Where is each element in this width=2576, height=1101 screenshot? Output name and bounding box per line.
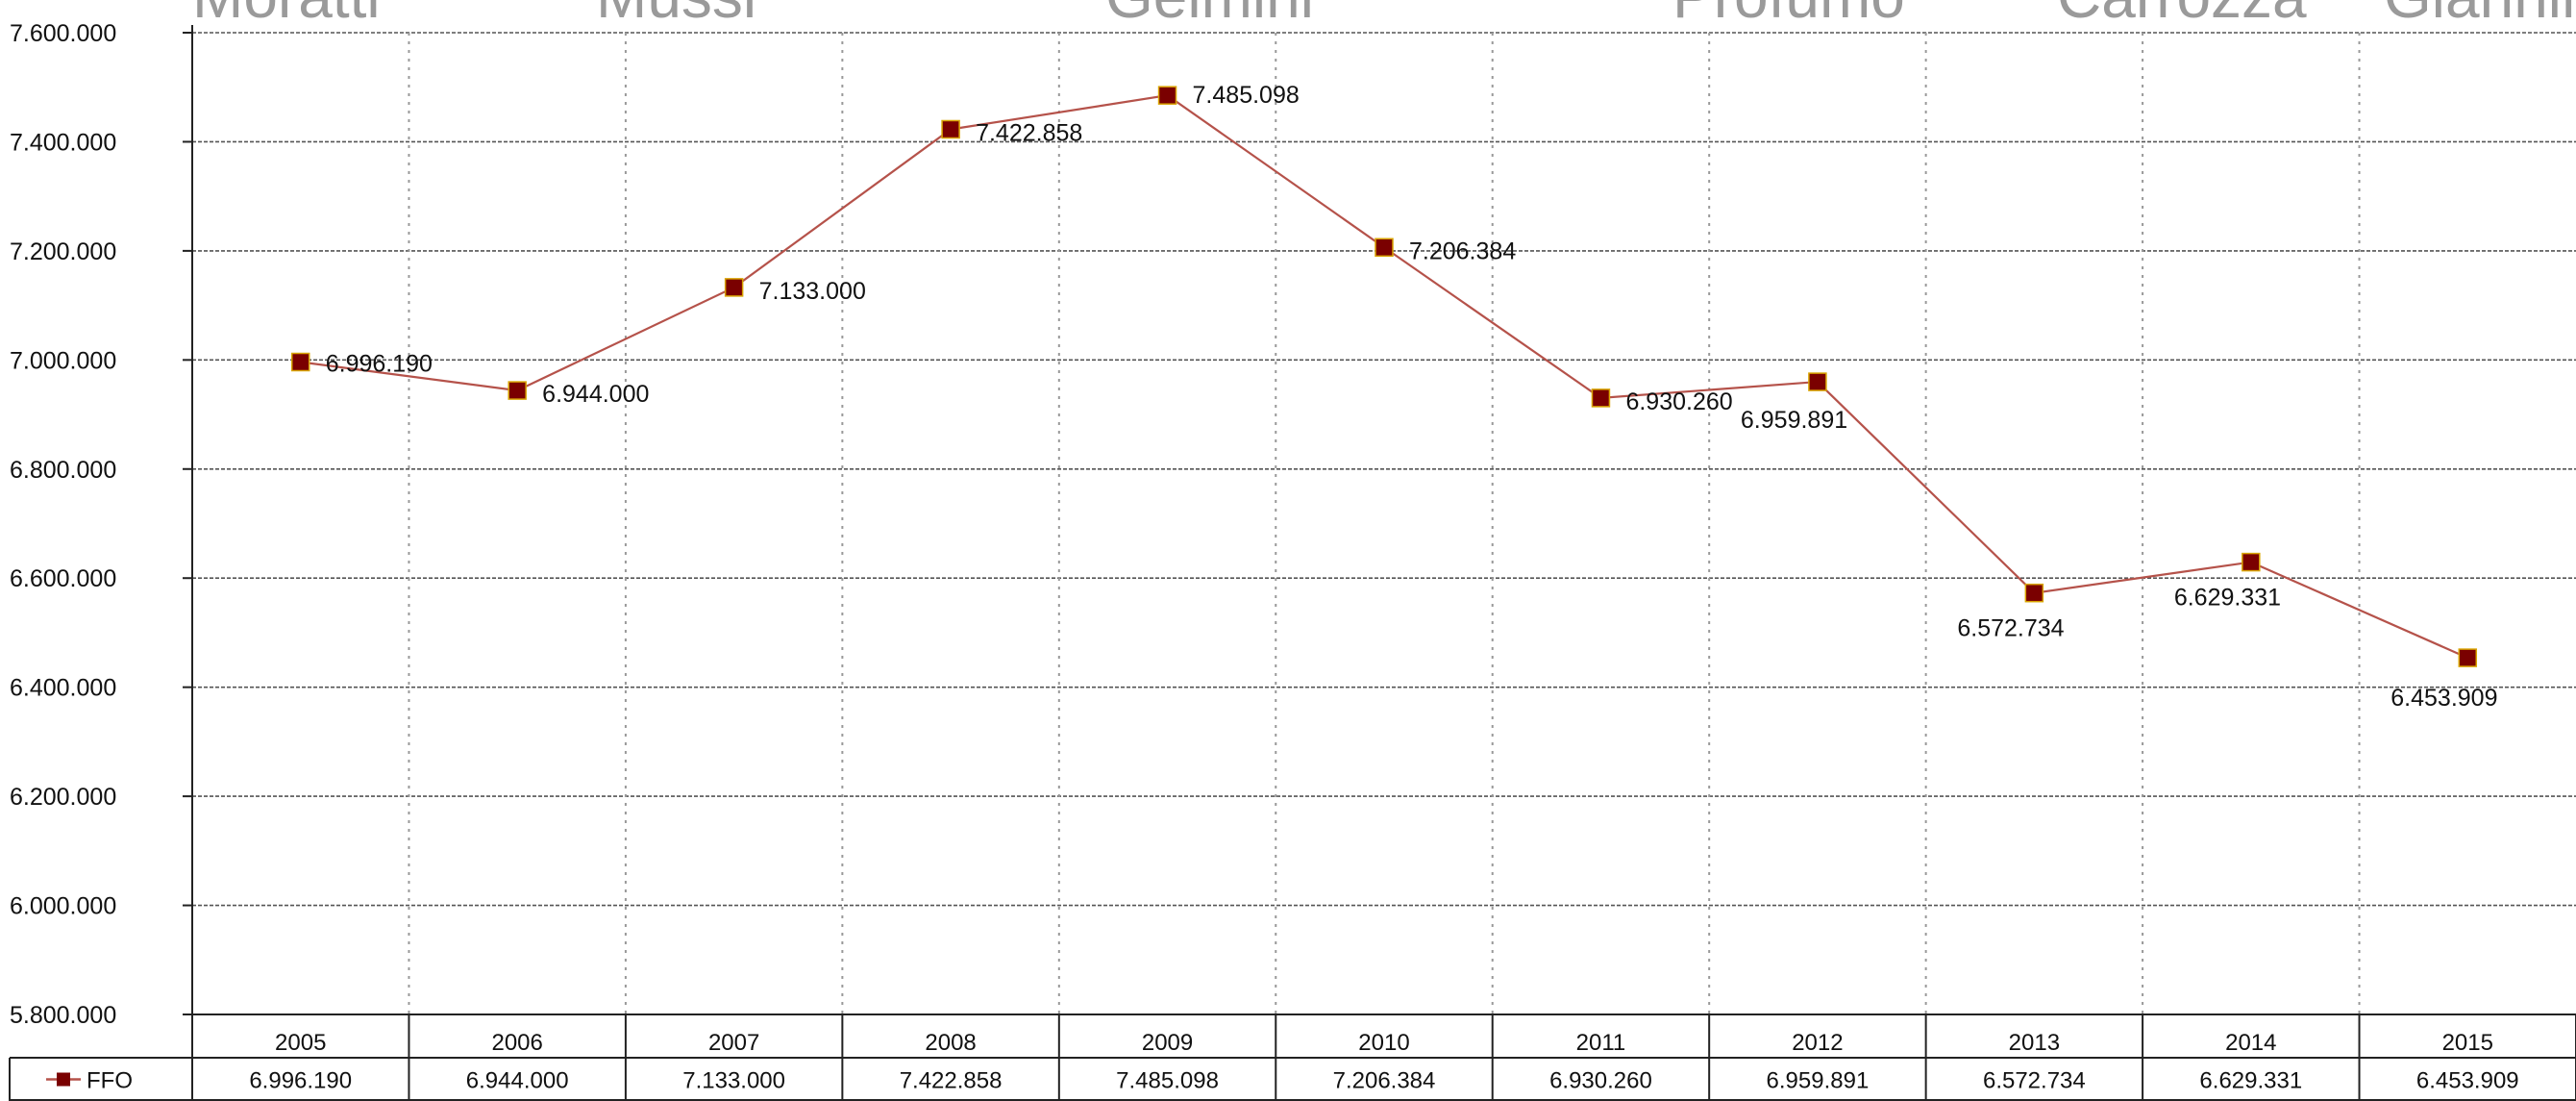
x-category-label: 2014 xyxy=(2225,1030,2276,1056)
data-point-marker xyxy=(1157,86,1177,105)
x-category-label: 2011 xyxy=(1576,1030,1626,1056)
data-label: 6.930.260 xyxy=(1625,388,1732,415)
data-point-marker xyxy=(2242,552,2261,572)
x-category-label: 2006 xyxy=(491,1030,542,1056)
x-category-label: 2015 xyxy=(2442,1030,2493,1056)
header-word: Giannini xyxy=(2384,0,2576,31)
table-value-cell: 7.485.098 xyxy=(1116,1068,1219,1094)
data-label: 7.206.384 xyxy=(1409,238,1516,264)
data-point-marker xyxy=(1591,388,1611,408)
table-value-cell: 7.133.000 xyxy=(682,1068,785,1094)
header-word: Moratti xyxy=(192,0,381,31)
table-value-cell: 6.629.331 xyxy=(2199,1068,2302,1094)
data-label: 6.453.909 xyxy=(2390,685,2497,712)
table-value-cell: 6.996.190 xyxy=(249,1068,352,1094)
header-word: Gelmini xyxy=(1105,0,1314,31)
x-category-label: 2009 xyxy=(1142,1030,1193,1056)
data-table: 2005 2006 2007 2008 2009 2010 2011 2012 2013 2014… xyxy=(9,1014,2576,1101)
header-word: Carrozza xyxy=(2057,0,2307,31)
data-point-marker xyxy=(2458,648,2478,667)
legend-marker xyxy=(57,1072,70,1087)
data-label: 6.572.734 xyxy=(1957,615,2064,642)
data-label: 6.959.891 xyxy=(1741,407,1847,434)
chart-grid xyxy=(191,25,2576,1101)
x-category-label: 2005 xyxy=(275,1030,326,1056)
page-header: Moratti Mussi Gelmini Profumo Carrozza Gianni… xyxy=(192,0,2576,31)
data-point-marker xyxy=(941,119,960,139)
y-tick-label: 7.400.000 xyxy=(10,129,116,156)
data-label: 7.133.000 xyxy=(759,278,866,305)
y-tick-label: 6.200.000 xyxy=(10,784,116,811)
data-point-marker xyxy=(508,381,527,400)
x-category-label: 2010 xyxy=(1358,1030,1409,1056)
data-label: 7.422.858 xyxy=(976,119,1082,146)
table-value-cell: 6.959.891 xyxy=(1767,1068,1870,1094)
data-point-marker xyxy=(724,278,744,297)
series-ffo: 6.996.190 6.944.000 7.133.000 7.422.858 7.48… xyxy=(290,82,2497,712)
table-value-cell: 6.930.260 xyxy=(1549,1068,1652,1094)
series-line-ffo xyxy=(300,94,2468,660)
y-tick-label: 5.800.000 xyxy=(10,1002,116,1029)
header-word: Profumo xyxy=(1672,0,1905,31)
table-value-cell: 7.422.858 xyxy=(900,1068,1003,1094)
data-point-marker xyxy=(1808,372,1827,391)
y-tick-label: 6.400.000 xyxy=(10,675,116,702)
y-tick-label: 6.800.000 xyxy=(10,457,116,484)
table-value-cell: 6.453.909 xyxy=(2416,1068,2519,1094)
y-tick-label: 7.000.000 xyxy=(10,347,116,374)
data-label: 6.996.190 xyxy=(326,350,433,377)
y-tick-label: 6.000.000 xyxy=(10,893,116,920)
x-category-label: 2012 xyxy=(1792,1030,1843,1056)
y-axis: 5.800.000 6.000.000 6.200.000 6.400.000 6.60… xyxy=(10,20,192,1029)
data-point-marker xyxy=(1375,238,1394,258)
header-word: Mussi xyxy=(596,0,756,31)
data-point-marker xyxy=(2024,583,2044,603)
table-value-cell: 6.944.000 xyxy=(466,1068,569,1094)
y-tick-label: 7.600.000 xyxy=(10,20,116,47)
table-value-cell: 7.206.384 xyxy=(1333,1068,1436,1094)
data-point-marker xyxy=(290,352,310,372)
y-tick-label: 6.600.000 xyxy=(10,565,116,592)
data-label: 7.485.098 xyxy=(1193,82,1300,109)
x-category-label: 2008 xyxy=(925,1030,976,1056)
legend-label: FFO xyxy=(87,1068,133,1094)
data-label: 6.944.000 xyxy=(542,381,649,408)
data-label: 6.629.331 xyxy=(2174,585,2281,612)
x-category-label: 2007 xyxy=(708,1030,759,1056)
table-value-cell: 6.572.734 xyxy=(1983,1068,2086,1094)
y-tick-label: 7.200.000 xyxy=(10,238,116,265)
x-category-label: 2013 xyxy=(2009,1030,2060,1056)
